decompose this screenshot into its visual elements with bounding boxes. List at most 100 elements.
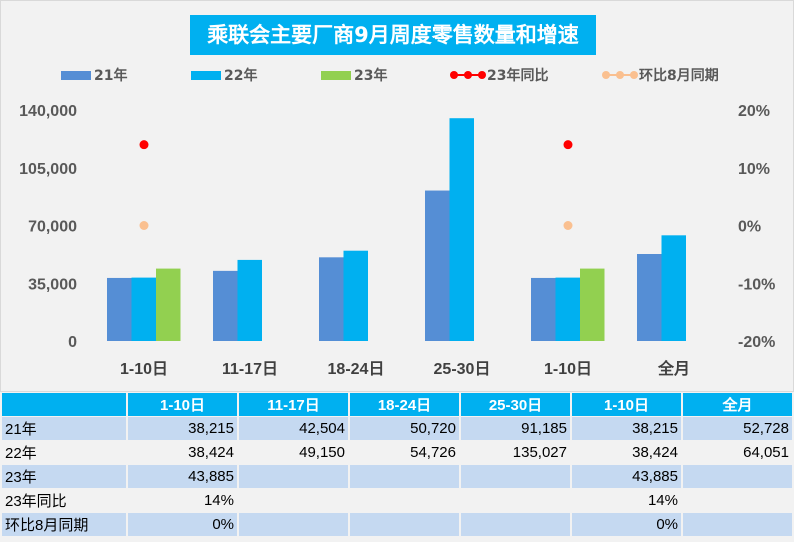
column-header: 18-24日: [350, 393, 459, 416]
y-tick-label: 0: [68, 334, 77, 351]
legend-label: 22年: [224, 68, 258, 84]
y2-tick-label: 20%: [738, 103, 770, 120]
table-row: 23年 43,885 43,885: [2, 465, 792, 488]
table-cell: [683, 465, 792, 488]
table-cell: [461, 465, 570, 488]
table-cell: 14%: [572, 489, 681, 512]
table-header-row: 1-10日 11-17日 18-24日 25-30日 1-10日 全月: [2, 393, 792, 416]
y-tick-label: 70,000: [28, 219, 77, 236]
y2-tick-label: -20%: [738, 334, 775, 351]
legend-item: 23年: [321, 65, 387, 85]
y2-tick-label: 0%: [738, 219, 761, 236]
table-cell: 49,150: [239, 441, 348, 464]
legend-swatch: [321, 70, 351, 80]
legend-item: 22年: [191, 65, 257, 85]
legend-item: 23年同比: [449, 65, 548, 85]
bar-23年: [156, 268, 181, 341]
table-cell: 52,728: [683, 417, 792, 440]
row-label: 22年: [2, 441, 126, 464]
x-tick-label: 1-10日: [544, 360, 592, 378]
table-cell: 43,885: [572, 465, 681, 488]
x-tick-label: 1-10日: [120, 360, 168, 378]
legend-line-marker-icon: [450, 71, 486, 79]
bar-21年: [531, 277, 556, 341]
column-header: 25-30日: [461, 393, 570, 416]
bar-22年: [237, 259, 262, 341]
table-row: 23年同比 14% 14%: [2, 489, 792, 512]
table-cell: [239, 513, 348, 536]
point-23年同比: [563, 140, 573, 150]
table-row: 22年 38,424 49,150 54,726 135,027 38,424 64,051: [2, 441, 792, 464]
bar-21年: [425, 190, 450, 341]
legend-swatch: [61, 70, 91, 80]
table-cell: 91,185: [461, 417, 570, 440]
table-cell: 38,215: [572, 417, 681, 440]
bar-23年: [580, 268, 605, 341]
column-header: 11-17日: [239, 393, 348, 416]
legend-label: 23年同比: [487, 68, 549, 84]
bar-21年: [213, 270, 238, 341]
legend-item: 21年: [61, 65, 127, 85]
bar-22年: [449, 118, 474, 342]
table-cell: 43,885: [128, 465, 237, 488]
row-label: 21年: [2, 417, 126, 440]
bar-21年: [107, 277, 132, 341]
legend-swatch: [191, 70, 221, 80]
table-cell: [239, 489, 348, 512]
table-corner: [2, 393, 126, 416]
column-header: 全月: [683, 393, 792, 416]
bar-22年: [555, 277, 580, 341]
table-cell: 38,424: [572, 441, 681, 464]
point-环比8月同期: [563, 221, 573, 230]
table-cell: [683, 513, 792, 536]
chart-title: 乘联会主要厂商9月周度零售数量和增速: [190, 15, 596, 55]
table-cell: 50,720: [350, 417, 459, 440]
x-tick-label: 11-17日: [222, 360, 278, 378]
row-label: 环比8月同期: [2, 513, 126, 536]
x-tick-label: 25-30日: [434, 360, 491, 378]
y-tick-label: 105,000: [19, 161, 77, 178]
bar-21年: [319, 257, 344, 341]
table-cell: [461, 513, 570, 536]
table-cell: [683, 489, 792, 512]
column-header: 1-10日: [128, 393, 237, 416]
table-cell: 64,051: [683, 441, 792, 464]
legend-label: 21年: [94, 68, 128, 84]
bar-21年: [637, 253, 662, 341]
point-环比8月同期: [139, 221, 149, 230]
table-cell: 14%: [128, 489, 237, 512]
table-row: 环比8月同期 0% 0%: [2, 513, 792, 536]
table-cell: [350, 465, 459, 488]
table-cell: [239, 465, 348, 488]
chart-plot: 0 35,000 70,000 105,000 140,000 -20% -10% 0% 10%…: [19, 103, 775, 378]
data-table: 1-10日 11-17日 18-24日 25-30日 1-10日 全月 21年 38,215 4…: [0, 392, 794, 537]
table-cell: 54,726: [350, 441, 459, 464]
row-label: 23年: [2, 465, 126, 488]
y2-tick-label: 10%: [738, 161, 770, 178]
bar-22年: [131, 277, 156, 341]
x-tick-label: 18-24日: [328, 360, 385, 378]
y-tick-label: 35,000: [28, 276, 77, 293]
table-cell: [350, 513, 459, 536]
table-cell: 0%: [572, 513, 681, 536]
y2-tick-label: -10%: [738, 276, 775, 293]
table-cell: [461, 489, 570, 512]
table-cell: 42,504: [239, 417, 348, 440]
row-label: 23年同比: [2, 489, 126, 512]
legend-label: 23年: [354, 68, 388, 84]
bar-22年: [661, 235, 686, 341]
table-cell: 38,215: [128, 417, 237, 440]
point-23年同比: [139, 140, 149, 150]
table-row: 21年 38,215 42,504 50,720 91,185 38,215 52,728: [2, 417, 792, 440]
legend-line-marker-icon: [602, 71, 638, 79]
chart-area: 0 35,000 70,000 105,000 140,000 -20% -10% 0% 10%…: [0, 0, 794, 392]
table-cell: [350, 489, 459, 512]
bar-22年: [343, 250, 368, 341]
legend-label: 环比8月同期: [639, 68, 719, 84]
x-tick-label: 全月: [657, 359, 690, 378]
legend-item: 环比8月同期: [601, 65, 719, 85]
column-header: 1-10日: [572, 393, 681, 416]
y-tick-label: 140,000: [19, 103, 77, 120]
table-cell: 135,027: [461, 441, 570, 464]
table-cell: 0%: [128, 513, 237, 536]
